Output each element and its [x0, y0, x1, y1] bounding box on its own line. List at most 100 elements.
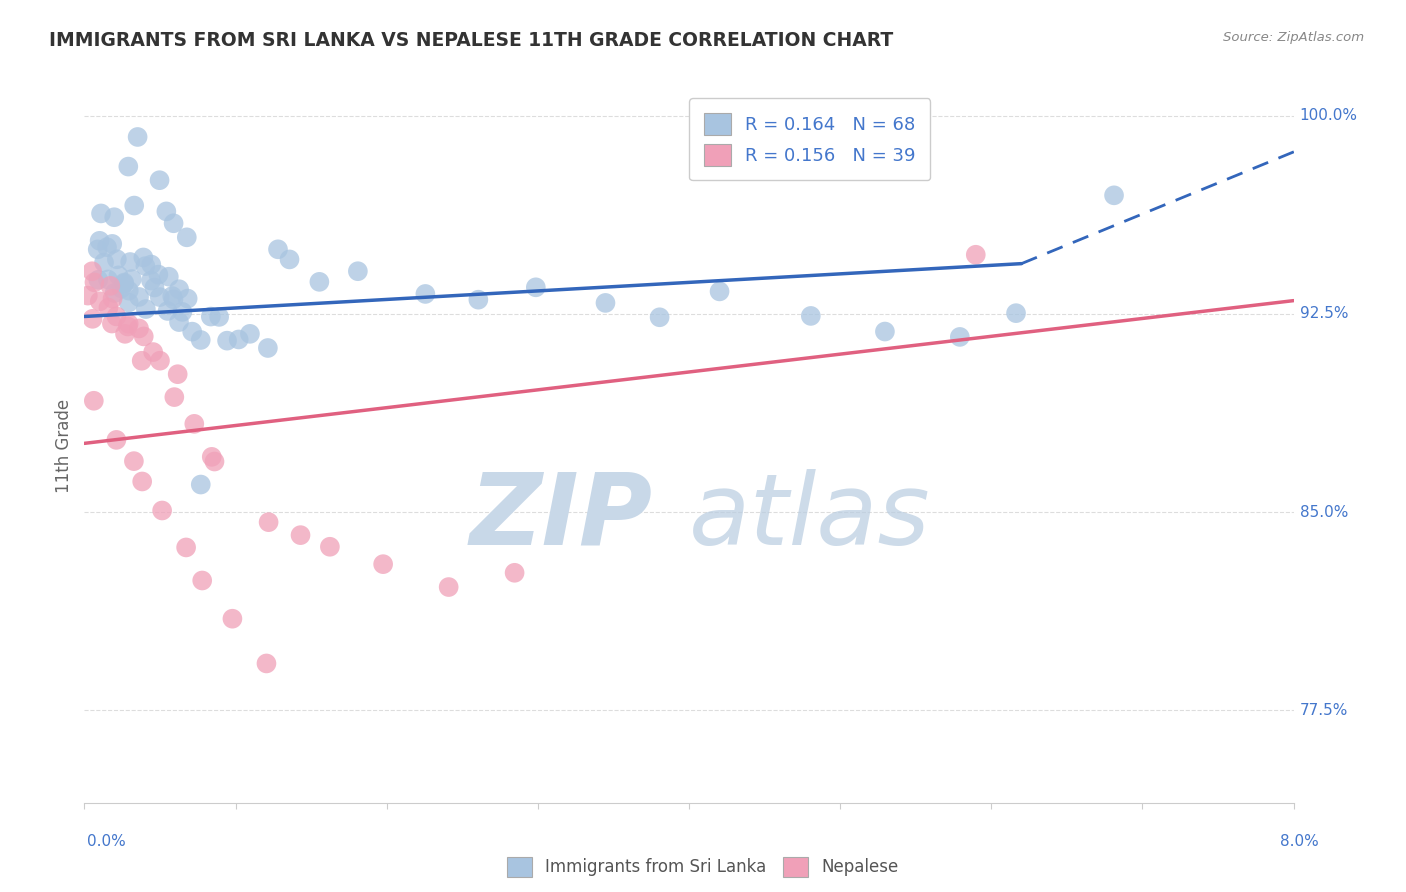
Point	[76, 288, 98, 302]
Point	[90, 206, 112, 220]
Point	[155, 204, 177, 219]
Point	[163, 390, 186, 404]
Point	[278, 252, 301, 267]
Point	[101, 236, 124, 251]
Point	[415, 287, 437, 301]
Point	[105, 310, 128, 324]
Point	[176, 230, 198, 244]
Point	[215, 334, 238, 348]
Point	[132, 329, 155, 343]
Text: IMMIGRANTS FROM SRI LANKA VS NEPALESE 11TH GRADE CORRELATION CHART: IMMIGRANTS FROM SRI LANKA VS NEPALESE 11…	[49, 31, 893, 50]
Point	[118, 284, 141, 298]
Point	[709, 285, 731, 299]
Point	[503, 566, 526, 580]
Point	[204, 454, 226, 468]
Point	[162, 292, 184, 306]
Point	[118, 317, 141, 331]
Point	[1102, 188, 1125, 202]
Point	[290, 528, 312, 542]
Point	[267, 242, 290, 256]
Point	[308, 275, 330, 289]
Point	[648, 310, 671, 325]
Point	[97, 272, 120, 286]
Point	[172, 305, 194, 319]
Point	[93, 255, 115, 269]
Legend: R = 0.164   N = 68, R = 0.156   N = 39: R = 0.164 N = 68, R = 0.156 N = 39	[689, 98, 931, 180]
Point	[112, 277, 135, 291]
Point	[142, 345, 165, 359]
Point	[256, 657, 278, 671]
Text: 100.0%: 100.0%	[1299, 108, 1358, 123]
Point	[103, 286, 125, 301]
Point	[347, 264, 370, 278]
Text: 0.0%: 0.0%	[87, 834, 127, 849]
Point	[121, 272, 143, 286]
Point	[112, 276, 135, 290]
Point	[176, 292, 198, 306]
Point	[131, 475, 153, 489]
Point	[228, 333, 250, 347]
Point	[1005, 306, 1028, 320]
Point	[117, 319, 139, 334]
Point	[128, 321, 150, 335]
Point	[110, 281, 132, 295]
Point	[118, 295, 141, 310]
Point	[467, 293, 489, 307]
Point	[117, 160, 139, 174]
Point	[174, 541, 197, 555]
Point	[107, 268, 129, 283]
Point	[97, 301, 120, 315]
Point	[437, 580, 460, 594]
Y-axis label: 11th Grade: 11th Grade	[55, 399, 73, 493]
Text: 92.5%: 92.5%	[1299, 306, 1348, 321]
Point	[257, 341, 280, 355]
Point	[83, 276, 105, 290]
Point	[595, 296, 617, 310]
Point	[239, 326, 262, 341]
Point	[965, 248, 987, 262]
Point	[157, 269, 180, 284]
Point	[131, 353, 153, 368]
Point	[128, 290, 150, 304]
Point	[183, 417, 205, 431]
Point	[162, 289, 184, 303]
Point	[149, 353, 172, 368]
Point	[949, 330, 972, 344]
Point	[89, 234, 111, 248]
Point	[873, 325, 896, 339]
Point	[167, 282, 190, 296]
Point	[105, 433, 128, 447]
Point	[86, 243, 108, 257]
Point	[149, 290, 172, 304]
Point	[800, 309, 823, 323]
Point	[103, 211, 125, 225]
Point	[105, 252, 128, 267]
Point	[208, 310, 231, 324]
Point	[139, 274, 162, 288]
Text: 8.0%: 8.0%	[1279, 834, 1319, 849]
Point	[190, 477, 212, 491]
Point	[122, 454, 145, 468]
Point	[135, 301, 157, 316]
Point	[373, 557, 395, 571]
Point	[148, 268, 170, 282]
Point	[83, 393, 105, 408]
Point	[122, 198, 145, 212]
Point	[82, 311, 104, 326]
Point	[132, 251, 155, 265]
Point	[201, 450, 224, 464]
Point	[166, 368, 188, 382]
Point	[162, 216, 184, 230]
Point	[524, 280, 547, 294]
Point	[98, 278, 121, 293]
Point	[156, 304, 179, 318]
Text: 85.0%: 85.0%	[1299, 505, 1348, 519]
Point	[148, 173, 170, 187]
Point	[319, 540, 342, 554]
Point	[141, 258, 163, 272]
Text: Source: ZipAtlas.com: Source: ZipAtlas.com	[1223, 31, 1364, 45]
Text: atlas: atlas	[689, 469, 931, 566]
Text: 77.5%: 77.5%	[1299, 703, 1348, 718]
Point	[167, 315, 190, 329]
Point	[101, 317, 124, 331]
